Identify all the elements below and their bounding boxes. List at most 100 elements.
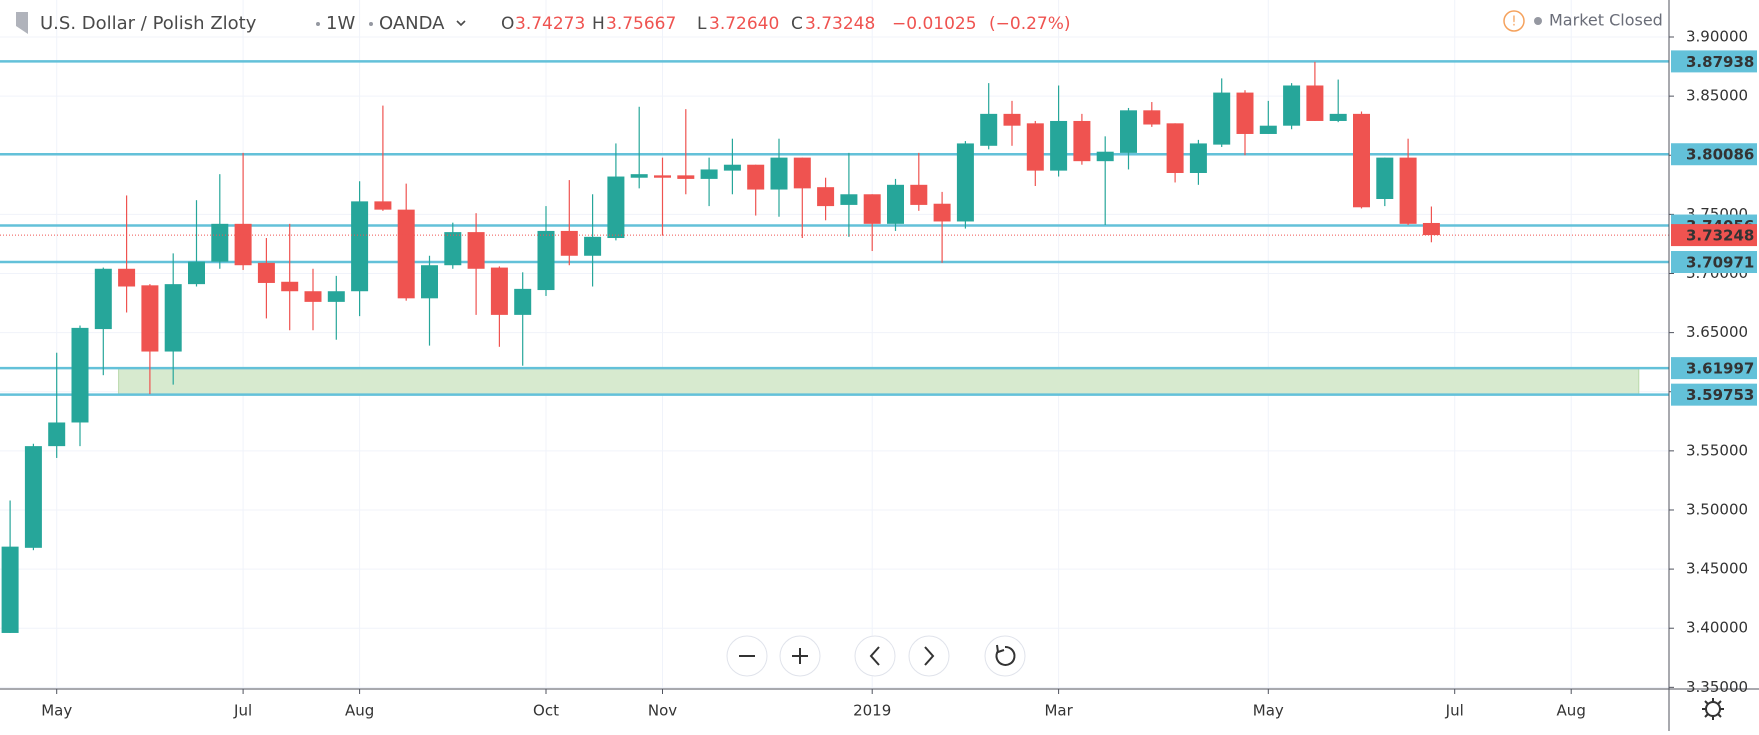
candle-body — [118, 268, 136, 287]
x-tick-label: Mar — [1044, 702, 1073, 720]
candle-body — [1306, 85, 1324, 121]
reset-button[interactable] — [984, 635, 1026, 677]
candle-body — [1096, 151, 1114, 162]
ohlc-label: O — [501, 14, 514, 34]
level-label: 3.70971 — [1686, 254, 1754, 272]
y-tick-label: 3.45000 — [1686, 560, 1748, 578]
x-tick-label: 2019 — [853, 702, 891, 720]
x-tick-label: Nov — [648, 702, 677, 720]
level-label: 3.80086 — [1686, 146, 1754, 164]
status-icon[interactable] — [1503, 10, 1525, 32]
x-tick-label: May — [41, 702, 72, 720]
candle-body — [141, 285, 159, 352]
separator-dot — [316, 22, 320, 26]
level-label-box — [1671, 383, 1757, 406]
x-tick-label: Jul — [1445, 702, 1464, 720]
scroll-right-icon — [924, 646, 935, 666]
candle-body — [211, 223, 229, 262]
header: U.S. Dollar / Polish Zloty 1W OANDA O 3.… — [16, 10, 1663, 34]
level-label-box — [1671, 251, 1757, 274]
candle-body — [607, 176, 625, 239]
y-tick-label: 3.65000 — [1686, 323, 1748, 341]
candle-body — [1399, 157, 1417, 224]
candle-body — [863, 194, 881, 224]
candle-body — [444, 232, 462, 266]
candle-body — [1003, 113, 1021, 126]
candle-body — [1329, 113, 1347, 121]
scroll-left-button[interactable] — [854, 635, 896, 677]
candle-body — [304, 291, 322, 302]
change: −0.01025 — [892, 14, 977, 34]
symbol-icon — [16, 12, 28, 34]
candle-body — [514, 288, 532, 315]
candle-body — [1120, 110, 1137, 153]
x-tick-label: Aug — [1557, 702, 1586, 720]
candle-body — [1166, 123, 1184, 173]
x-tick-label: May — [1253, 702, 1284, 720]
level-label-box — [1671, 143, 1757, 166]
candle-body — [351, 201, 369, 292]
candle-body — [48, 422, 66, 447]
candle-body — [630, 174, 648, 178]
level-label-box — [1671, 357, 1757, 380]
candle-body — [560, 230, 578, 256]
chevron[interactable] — [456, 20, 466, 27]
candle-body — [1213, 92, 1231, 145]
level-label: 3.87938 — [1686, 53, 1754, 71]
candle-body — [933, 203, 951, 222]
settings-button[interactable] — [1702, 698, 1724, 720]
candle-body — [770, 157, 788, 190]
candle-body — [1259, 125, 1277, 134]
scroll-left-icon — [869, 646, 880, 666]
candle-body — [584, 236, 602, 256]
candle-body — [397, 209, 415, 299]
source: OANDA — [379, 13, 445, 34]
level-label-box — [1671, 50, 1757, 73]
candle-body — [188, 261, 205, 285]
candle-body — [1422, 222, 1440, 236]
y-tick-label: 3.40000 — [1686, 619, 1748, 637]
candle-body — [421, 265, 438, 299]
candle-body — [1143, 110, 1161, 125]
ohlc-value: 3.72640 — [709, 14, 779, 34]
candle-body — [281, 281, 299, 292]
y-tick-label: 3.90000 — [1686, 28, 1748, 46]
y-tick-label: 3.55000 — [1686, 441, 1748, 459]
candle-body — [840, 194, 858, 205]
candle-body — [490, 267, 508, 315]
last-price-box — [1671, 224, 1757, 247]
x-tick-label: Oct — [533, 702, 559, 720]
status-icon-mark: ! — [1511, 15, 1516, 30]
status-dot — [1534, 17, 1542, 25]
scroll-right-button[interactable] — [908, 635, 950, 677]
reset-icon — [996, 644, 1005, 654]
candle-body — [980, 113, 998, 146]
ohlc-value: 3.74273 — [515, 14, 585, 34]
candle-body — [700, 169, 718, 179]
plot — [0, 60, 1669, 633]
candle-body — [817, 187, 835, 207]
x-tick-label: Aug — [345, 702, 374, 720]
support-zone — [118, 367, 1640, 396]
candle-body — [1, 546, 19, 633]
candle-body — [1189, 143, 1207, 173]
change-percent: (−0.27%) — [989, 14, 1071, 34]
navigation-buttons — [726, 635, 1026, 677]
settings-icon — [1702, 698, 1724, 720]
reset-icon — [995, 645, 1016, 666]
candle-body — [467, 232, 485, 269]
candle-body — [71, 327, 89, 423]
candle-body — [327, 291, 345, 302]
candle-body — [24, 446, 42, 548]
candle-body — [1236, 92, 1254, 134]
candle-body — [723, 164, 741, 171]
separator-dot — [369, 22, 373, 26]
candle-body — [887, 184, 904, 224]
ohlc-label: C — [791, 14, 803, 34]
candle-body — [94, 268, 112, 330]
candle-body — [677, 175, 695, 179]
candle-body — [374, 201, 392, 210]
candle-body — [1026, 123, 1044, 171]
